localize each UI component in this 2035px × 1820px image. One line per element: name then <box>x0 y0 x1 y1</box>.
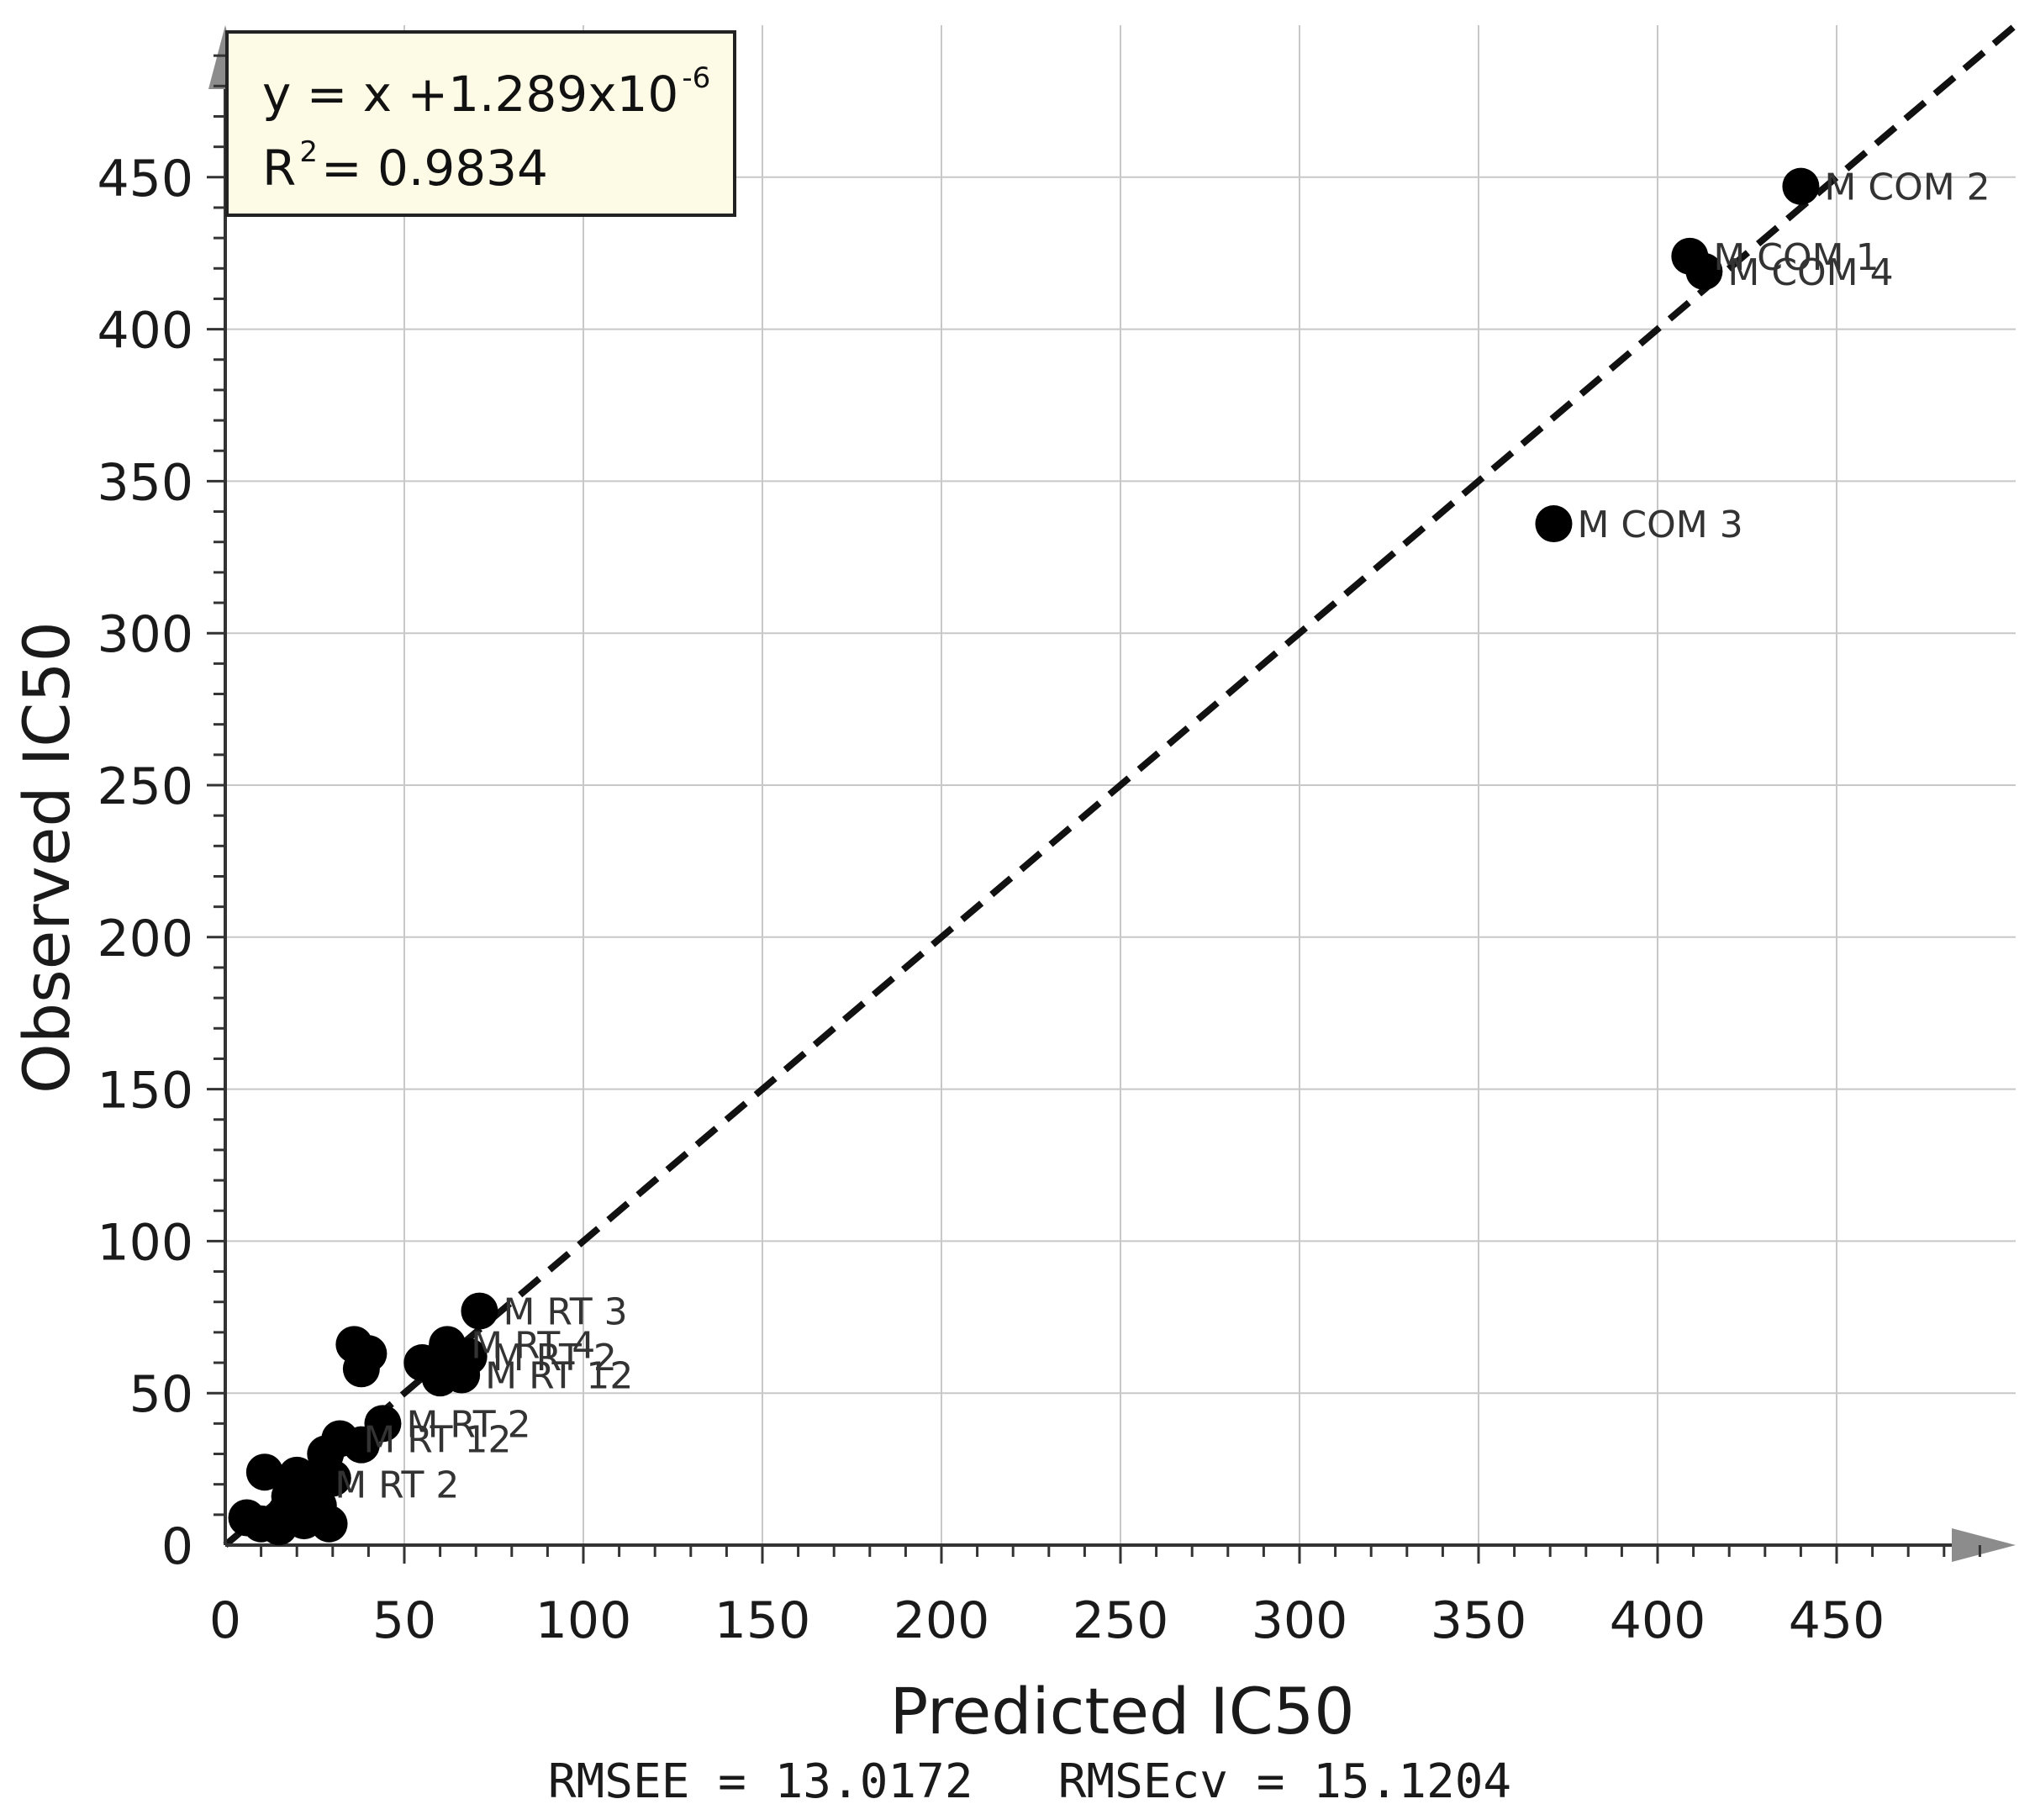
data-point-label: M RT 2 <box>406 1403 530 1446</box>
data-point <box>310 1505 348 1543</box>
data-point <box>314 1459 351 1497</box>
r-squared-exponent: 2 <box>299 135 318 169</box>
y-tick-label: 400 <box>97 302 193 361</box>
r-squared-prefix: R <box>262 140 296 197</box>
data-point <box>342 1350 380 1388</box>
equation-box-background <box>225 30 736 217</box>
data-point-label: M COM 4 <box>1727 251 1893 294</box>
x-axis-title: Predicted IC50 <box>889 1674 1354 1749</box>
equation-main: y = x +1.289x10 <box>262 66 678 123</box>
x-axis-arrow <box>1952 1528 2016 1562</box>
data-point <box>1685 252 1723 290</box>
y-tick-label: 50 <box>129 1365 193 1424</box>
y-tick-label: 450 <box>97 150 193 208</box>
data-point-label: M RT 3 <box>503 1291 627 1334</box>
data-point <box>1535 505 1573 543</box>
equation-line-2: R 2 = 0.9834 <box>262 135 548 197</box>
x-tick-label: 250 <box>1073 1591 1169 1650</box>
data-point-label: M RT 2 <box>493 1337 617 1380</box>
y-tick-label: 250 <box>97 757 193 816</box>
x-tick-label: 200 <box>894 1591 990 1650</box>
data-point <box>245 1453 283 1491</box>
point-labels: M COM 2 M COM 1M COM 4 M COM 3 M RT 3M RT 4… <box>335 166 1990 1507</box>
y-tick-label: 150 <box>97 1062 193 1121</box>
x-tick-label: 150 <box>714 1591 811 1650</box>
data-point-label: M RT 12 <box>363 1418 511 1461</box>
x-tick-label: 450 <box>1789 1591 1885 1650</box>
x-tick-label: 300 <box>1252 1591 1348 1650</box>
x-tick-label: 50 <box>372 1591 436 1650</box>
equation-box: y = x +1.289x10 -6 R 2 = 0.9834 <box>225 30 736 217</box>
data-point <box>421 1359 459 1397</box>
data-point-label: M RT 12 <box>485 1355 633 1398</box>
equation-exponent: -6 <box>682 61 710 95</box>
y-axis-title: Observed IC50 <box>9 621 84 1094</box>
y-tick-label: 100 <box>97 1213 193 1272</box>
r-squared-value: = 0.9834 <box>321 140 548 197</box>
y-tick-label: 0 <box>161 1517 193 1576</box>
data-point <box>342 1426 380 1464</box>
data-point-label: M COM 3 <box>1577 504 1742 546</box>
x-tick-label: 350 <box>1431 1591 1527 1650</box>
data-point-label: M RT 2 <box>335 1464 459 1507</box>
y-tick-label: 350 <box>97 453 193 512</box>
data-point-label: M COM 1 <box>1713 236 1879 279</box>
y-tick-label: 200 <box>97 910 193 968</box>
data-point <box>267 1493 305 1531</box>
data-point-label: M COM 2 <box>1824 166 1990 209</box>
x-tick-label: 400 <box>1610 1591 1706 1650</box>
rmse-footer: RMSEE = 13.0172 RMSEcv = 15.1204 <box>548 1754 1511 1809</box>
y-tick-label: 300 <box>97 605 193 664</box>
data-points <box>228 167 1820 1546</box>
equation-line-1: y = x +1.289x10 -6 <box>262 61 710 123</box>
data-point <box>461 1292 498 1330</box>
data-point-label: M RT 4 <box>471 1324 595 1367</box>
x-tick-label: 0 <box>209 1591 241 1650</box>
data-point <box>1782 167 1820 205</box>
x-tick-label: 100 <box>535 1591 632 1650</box>
tick-labels: 0 50 100 150 200 250 300 350 400 450 0 50 100 150 200 2… <box>97 150 1885 1650</box>
